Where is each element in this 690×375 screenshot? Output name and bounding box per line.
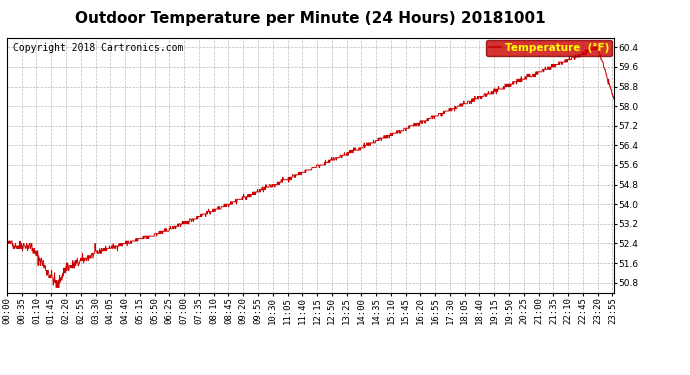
Legend: Temperature  (°F): Temperature (°F) [486, 40, 612, 56]
Text: Outdoor Temperature per Minute (24 Hours) 20181001: Outdoor Temperature per Minute (24 Hours… [75, 11, 546, 26]
Text: Copyright 2018 Cartronics.com: Copyright 2018 Cartronics.com [13, 43, 184, 52]
